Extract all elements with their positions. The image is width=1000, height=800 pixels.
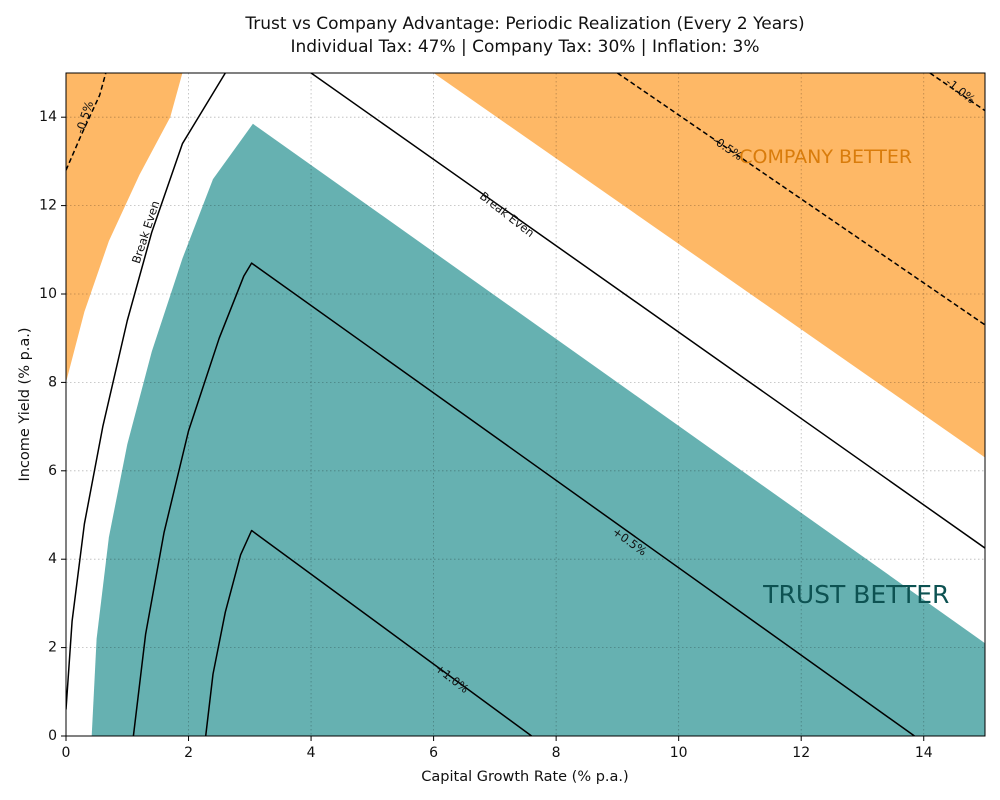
contour-line-1-0-3: [204, 529, 533, 736]
contour-layer: [66, 73, 985, 736]
x-tick-label-12: 12: [792, 745, 810, 761]
contour-line-0-5-2: [132, 262, 915, 736]
y-tick-label-10: 10: [39, 286, 57, 302]
contour-line-0-5-4: [66, 73, 107, 171]
plot-frame: [65, 72, 986, 737]
contour-line-break-even-0: [66, 73, 226, 710]
x-tick-label-14: 14: [915, 745, 933, 761]
y-tick-label-12: 12: [39, 198, 57, 214]
x-tick-label-10: 10: [670, 745, 688, 761]
regions-layer: [66, 73, 985, 736]
x-tick-label-8: 8: [552, 745, 561, 761]
region-trust-better-0: [91, 123, 985, 736]
region-label-company-better: COMPANY BETTER: [739, 146, 912, 168]
contour-line-0-5-5: [616, 73, 985, 326]
y-tick-label-8: 8: [48, 374, 57, 390]
y-tick-label-4: 4: [48, 551, 57, 567]
x-tick-label-4: 4: [307, 745, 316, 761]
ticks-layer: 0 2 4 6 8 10 12 14 0 2 4 6 8 10 12 14: [39, 109, 933, 761]
region-label-trust-better: TRUST BETTER: [762, 580, 949, 609]
chart-title: Trust vs Company Advantage: Periodic Rea…: [244, 14, 804, 34]
region-unlabeled-2: [66, 73, 183, 383]
chart-subtitle: Individual Tax: 47% | Company Tax: 30% |…: [290, 37, 759, 57]
region-company-better-1: [433, 73, 985, 458]
y-tick-label-6: 6: [48, 463, 57, 479]
y-tick-label-2: 2: [48, 640, 57, 656]
y-axis-label: Income Yield (% p.a.): [17, 327, 33, 481]
x-tick-label-0: 0: [62, 745, 71, 761]
contour-line-1-0-6: [929, 73, 985, 112]
x-axis-label: Capital Growth Rate (% p.a.): [421, 769, 628, 785]
contour-line-break-even-1: [310, 73, 985, 549]
x-tick-label-6: 6: [429, 745, 438, 761]
y-tick-label-14: 14: [39, 109, 57, 125]
x-tick-label-2: 2: [184, 745, 193, 761]
region-label-layer: TRUST BETTER COMPANY BETTER: [739, 146, 949, 609]
y-tick-label-0: 0: [48, 728, 57, 744]
